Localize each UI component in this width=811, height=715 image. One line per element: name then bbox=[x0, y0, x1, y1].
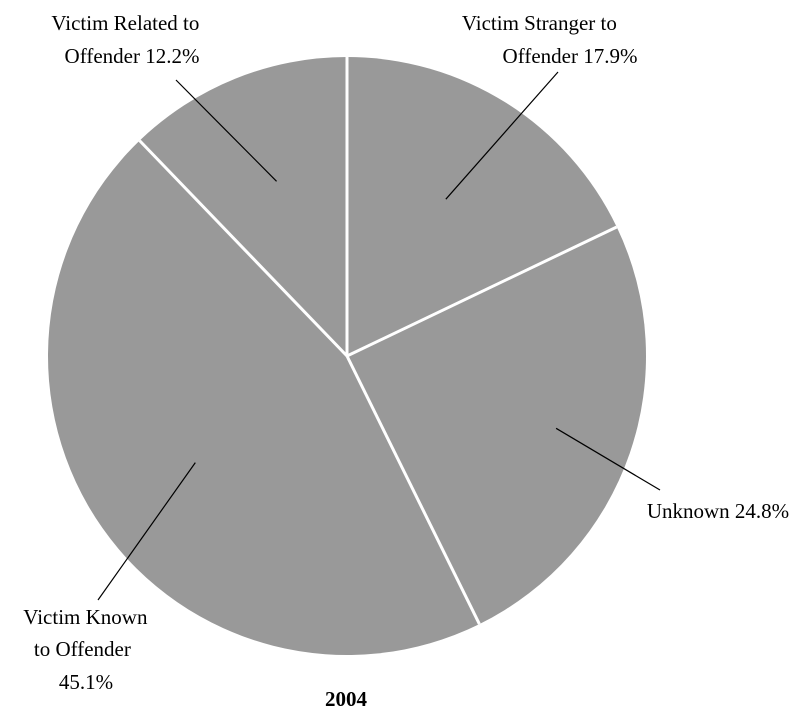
slice-separator bbox=[345, 355, 481, 625]
slice-label-unknown: Unknown 24.8% bbox=[647, 499, 789, 523]
slice-separator bbox=[138, 139, 349, 358]
slice-label-related: Victim Related to Offender 12.2% bbox=[51, 11, 204, 68]
slice-separator bbox=[346, 225, 618, 358]
pie-slice-victim-related-to-offender bbox=[139, 57, 347, 356]
leader-line-victim-related-to-offender bbox=[175, 79, 277, 182]
slice-separators bbox=[138, 57, 618, 625]
leader-line-victim-stranger-to-offender bbox=[445, 71, 559, 200]
leader-lines bbox=[97, 71, 661, 601]
pie-slice-unknown bbox=[347, 226, 646, 625]
leader-line-victim-known-to-offender bbox=[97, 462, 196, 601]
pie-slice-victim-stranger-to-offender bbox=[347, 57, 617, 356]
slice-label-stranger: Victim Stranger to Offender 17.9% bbox=[462, 11, 638, 68]
chart-title: 2004 bbox=[325, 687, 368, 711]
slice-label-known: Victim Known to Offender 45.1% bbox=[23, 605, 152, 694]
leader-line-unknown bbox=[555, 427, 661, 491]
pie-slices bbox=[47, 57, 646, 656]
pie-slice-victim-known-to-offender bbox=[47, 140, 480, 656]
